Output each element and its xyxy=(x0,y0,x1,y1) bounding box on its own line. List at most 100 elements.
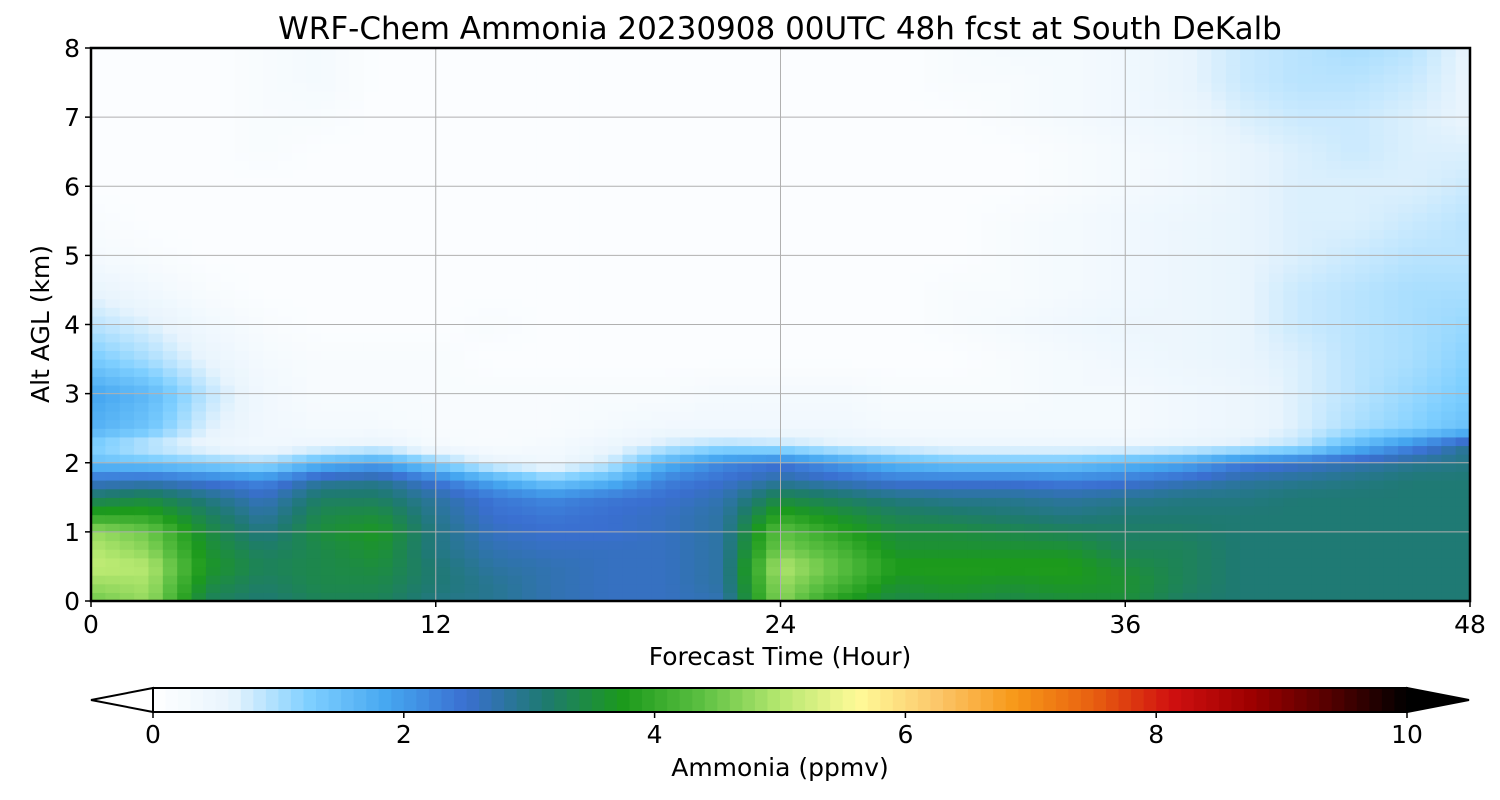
contour-cell xyxy=(1355,436,1371,447)
contour-cell xyxy=(507,592,523,602)
contour-cell xyxy=(636,419,652,429)
contour-cell xyxy=(924,402,940,412)
contour-cell xyxy=(1311,505,1327,516)
contour-cell xyxy=(1311,203,1327,213)
contour-cell xyxy=(967,333,983,343)
contour-cell xyxy=(263,566,279,576)
contour-cell xyxy=(1096,203,1112,213)
contour-cell xyxy=(277,462,293,472)
contour-cell xyxy=(895,246,911,256)
contour-cell xyxy=(794,229,810,239)
contour-cell xyxy=(1153,523,1169,533)
contour-cell xyxy=(320,462,336,472)
contour-cell xyxy=(593,194,609,205)
contour-cell xyxy=(1254,229,1270,239)
contour-cell xyxy=(565,575,580,585)
contour-cell xyxy=(565,333,580,343)
contour-cell xyxy=(981,445,997,455)
contour-cell xyxy=(306,557,322,568)
contour-cell xyxy=(335,281,351,291)
contour-cell xyxy=(1412,367,1428,377)
contour-cell xyxy=(407,445,422,455)
contour-cell xyxy=(493,575,509,585)
contour-cell xyxy=(967,246,983,256)
contour-cell xyxy=(134,194,150,205)
contour-cell xyxy=(1197,566,1213,576)
contour-cell xyxy=(378,566,394,576)
contour-cell xyxy=(507,393,523,403)
contour-cell xyxy=(249,281,264,291)
contour-cell xyxy=(694,212,710,222)
contour-cell xyxy=(579,367,595,377)
contour-cell xyxy=(794,592,810,602)
contour-cell xyxy=(895,298,911,308)
contour-cell xyxy=(1082,264,1098,274)
contour-cell xyxy=(148,324,164,334)
contour-cell xyxy=(335,194,351,205)
contour-cell xyxy=(1283,289,1299,300)
contour-cell xyxy=(837,445,853,455)
contour-cell xyxy=(1426,410,1442,421)
contour-cell xyxy=(1082,583,1098,593)
contour-cell xyxy=(995,419,1011,429)
contour-cell xyxy=(608,505,624,516)
contour-cell xyxy=(91,488,106,498)
contour-cell xyxy=(837,436,853,447)
contour-cell xyxy=(852,428,868,438)
contour-cell xyxy=(794,220,810,231)
contour-cell xyxy=(1240,350,1256,360)
contour-cell xyxy=(1197,212,1213,222)
contour-cell xyxy=(363,384,379,395)
contour-cell xyxy=(392,203,408,213)
contour-cell xyxy=(464,367,480,377)
contour-cell xyxy=(852,410,868,421)
contour-cell xyxy=(162,531,178,542)
contour-cell xyxy=(91,220,106,231)
contour-cell xyxy=(708,566,724,576)
contour-cell xyxy=(1182,393,1198,403)
contour-cell xyxy=(335,289,351,300)
contour-cell xyxy=(1311,324,1327,334)
contour-cell xyxy=(794,246,810,256)
contour-cell xyxy=(751,549,767,559)
contour-cell xyxy=(1197,514,1213,524)
contour-cell xyxy=(766,367,782,377)
contour-cell xyxy=(263,194,279,205)
contour-cell xyxy=(335,462,351,472)
contour-cell xyxy=(794,194,810,205)
contour-cell xyxy=(1240,289,1256,300)
contour-cell xyxy=(1039,557,1055,568)
contour-cell xyxy=(1311,523,1327,533)
contour-cell xyxy=(952,480,968,490)
contour-cell xyxy=(1340,393,1356,403)
contour-cell xyxy=(837,186,853,196)
contour-cell xyxy=(881,505,897,516)
contour-cell xyxy=(134,488,150,498)
contour-cell xyxy=(852,289,868,300)
contour-cell xyxy=(1211,419,1227,429)
contour-cell xyxy=(277,203,293,213)
contour-cell xyxy=(306,264,322,274)
contour-cell xyxy=(794,454,810,464)
contour-cell xyxy=(1311,566,1327,576)
contour-cell xyxy=(234,315,250,326)
contour-cell xyxy=(421,307,437,317)
contour-cell xyxy=(895,177,911,187)
chart-title: WRF-Chem Ammonia 20230908 00UTC 48h fcst… xyxy=(278,11,1282,47)
contour-cell xyxy=(1010,480,1026,490)
contour-cell xyxy=(636,333,652,343)
contour-cell xyxy=(277,264,293,274)
contour-cell xyxy=(938,160,954,170)
contour-cell xyxy=(1082,480,1098,490)
contour-cell xyxy=(866,255,882,265)
contour-cell xyxy=(1254,419,1270,429)
contour-cell xyxy=(593,281,609,291)
contour-cell xyxy=(723,350,738,360)
contour-cell xyxy=(881,402,897,412)
contour-cell xyxy=(1383,505,1399,516)
contour-cell xyxy=(1355,212,1371,222)
contour-cell xyxy=(694,393,710,403)
contour-cell xyxy=(694,367,710,377)
contour-cell xyxy=(1254,212,1270,222)
contour-cell xyxy=(924,229,940,239)
